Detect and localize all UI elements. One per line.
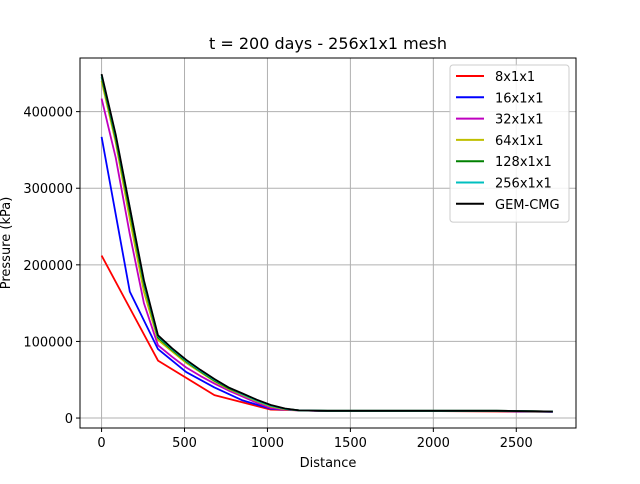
legend-label: 64x1x1 [495, 134, 543, 149]
y-tick-label: 200000 [23, 259, 73, 274]
x-tick-label: 500 [172, 436, 197, 451]
x-tick-label: 1000 [251, 436, 284, 451]
x-tick-label: 2500 [500, 436, 533, 451]
x-axis-label: Distance [300, 456, 357, 471]
x-axis-ticks: 0 500 1000 1500 2000 2500 [97, 428, 533, 451]
legend-label: GEM-CMG [495, 198, 560, 213]
y-tick-label: 300000 [23, 182, 73, 197]
legend: 8x1x1 16x1x1 32x1x1 64x1x1 128x1x1 256x1x1 GEM… [449, 64, 570, 223]
legend-label: 128x1x1 [495, 155, 552, 170]
plot-frame [79, 57, 577, 429]
chart-title: t = 200 days - 256x1x1 mesh [209, 34, 447, 53]
series-line-gem-cmg [100, 73, 553, 413]
series-layer [100, 73, 553, 413]
y-axis-label: Pressure (kPa) [0, 197, 14, 290]
y-axis-ticks: 0 100000 200000 300000 400000 [23, 106, 80, 427]
x-tick-label: 2000 [417, 436, 450, 451]
y-tick-label: 100000 [23, 335, 73, 350]
legend-label: 8x1x1 [495, 70, 535, 85]
x-tick-label: 0 [97, 436, 105, 451]
series-line-8x1x1 [100, 255, 553, 413]
x-tick-label: 1500 [334, 436, 367, 451]
y-tick-label: 0 [65, 412, 73, 427]
y-tick-label: 400000 [23, 106, 73, 121]
legend-label: 256x1x1 [495, 177, 552, 192]
legend-label: 32x1x1 [495, 113, 543, 128]
legend-label: 16x1x1 [495, 91, 543, 106]
